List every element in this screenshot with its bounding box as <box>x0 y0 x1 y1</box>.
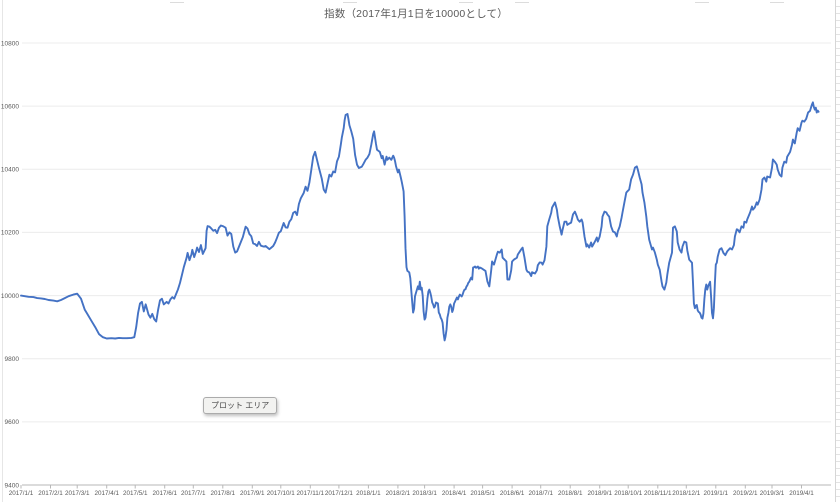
x-axis-label[interactable]: 2017/4/1 <box>94 490 119 497</box>
worksheet-top-mark <box>695 2 709 3</box>
x-axis-label[interactable]: 2017/6/1 <box>152 490 177 497</box>
x-axis-label[interactable]: 2019/4/1 <box>789 490 814 497</box>
worksheet-top-mark <box>515 2 529 3</box>
x-axis-label[interactable]: 2018/12/1 <box>672 490 701 497</box>
y-axis-label[interactable]: 10200 <box>1 230 19 237</box>
worksheet-top-mark <box>770 2 784 3</box>
x-axis-label[interactable]: 2017/8/1 <box>211 490 236 497</box>
y-axis-label[interactable]: 9800 <box>5 356 20 363</box>
x-axis-label[interactable]: 2018/2/1 <box>386 490 411 497</box>
x-axis-label[interactable]: 2017/9/1 <box>240 490 265 497</box>
x-axis-label[interactable]: 2018/7/1 <box>528 490 553 497</box>
x-axis-label[interactable]: 2018/8/1 <box>558 490 583 497</box>
worksheet-row-strip <box>835 0 840 502</box>
x-axis-label[interactable]: 2017/2/1 <box>38 490 63 497</box>
x-axis-label[interactable]: 2019/1/1 <box>704 490 729 497</box>
worksheet-top-mark <box>343 2 357 3</box>
x-axis-label[interactable]: 2017/12/1 <box>325 490 354 497</box>
x-axis-label[interactable]: 2018/9/1 <box>587 490 612 497</box>
y-axis-label[interactable]: 10000 <box>1 293 19 300</box>
x-axis-label[interactable]: 2019/2/1 <box>733 490 758 497</box>
plot-area-tooltip: プロット エリア <box>203 397 278 414</box>
x-axis-label[interactable]: 2018/4/1 <box>442 490 467 497</box>
x-axis-label[interactable]: 2019/3/1 <box>760 490 785 497</box>
y-axis-label[interactable]: 10800 <box>1 40 19 47</box>
x-axis-label[interactable]: 2017/11/1 <box>297 490 325 497</box>
worksheet-top-mark <box>459 2 473 3</box>
x-axis-label[interactable]: 2017/7/1 <box>181 490 206 497</box>
x-axis-label[interactable]: 2018/3/1 <box>412 490 437 497</box>
chart-title[interactable]: 指数（2017年1月1日を10000として） <box>324 8 508 20</box>
x-axis-label[interactable]: 2018/6/1 <box>500 490 525 497</box>
x-axis-label[interactable]: 2017/1/1 <box>9 490 34 497</box>
y-axis-label[interactable]: 10400 <box>1 167 19 174</box>
worksheet-top-mark <box>170 2 184 3</box>
y-axis-label[interactable]: 9400 <box>5 482 20 489</box>
x-axis-label[interactable]: 2017/5/1 <box>123 490 148 497</box>
y-axis-label[interactable]: 9600 <box>5 419 20 426</box>
y-axis-label[interactable]: 10600 <box>1 103 19 110</box>
x-axis-label[interactable]: 2018/5/1 <box>470 490 495 497</box>
x-axis-label[interactable]: 2017/10/1 <box>267 490 296 497</box>
x-axis-label[interactable]: 2018/1/1 <box>356 490 381 497</box>
worksheet-left-edge <box>2 0 3 502</box>
x-axis-label[interactable]: 2017/3/1 <box>65 490 90 497</box>
series-line[interactable] <box>20 101 820 342</box>
x-axis-label[interactable]: 2018/10/1 <box>614 490 643 497</box>
tooltip-label: プロット エリア <box>211 401 270 410</box>
x-axis-label[interactable]: 2018/11/1 <box>644 490 672 497</box>
